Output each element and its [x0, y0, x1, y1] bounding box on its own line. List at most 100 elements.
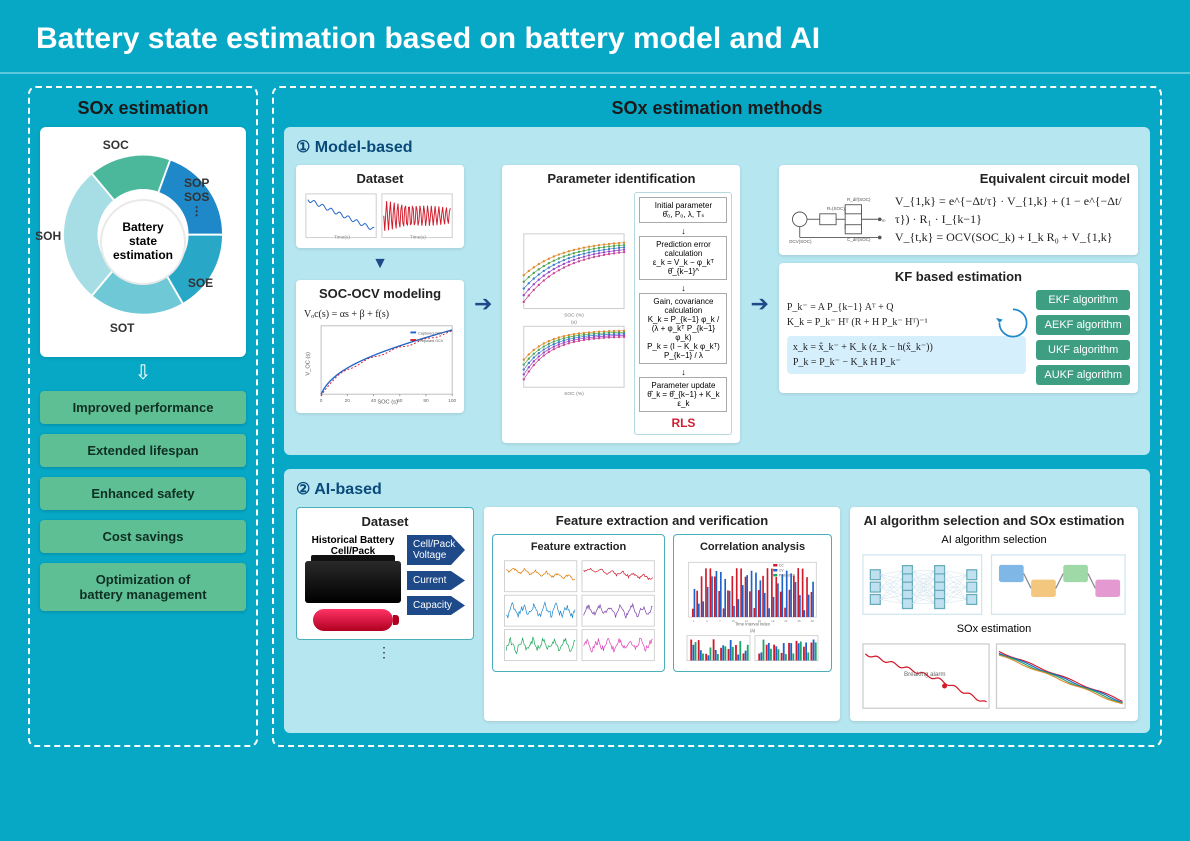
svg-text:25: 25 — [798, 619, 802, 623]
ai-alg-title: AI algorithm selection and SOx estimatio… — [858, 513, 1130, 528]
arrow-down-icon: ↓ — [639, 227, 727, 236]
svg-text:Vₜ: Vₜ — [881, 218, 886, 223]
svg-text:0: 0 — [320, 397, 323, 403]
ai-sel-title: AI algorithm selection — [858, 534, 1130, 546]
svg-text:28: 28 — [811, 619, 815, 623]
kf-title: KF based estimation — [787, 269, 1130, 284]
dataset-title: Dataset — [304, 171, 456, 186]
arrow-down-icon: ▼ — [296, 256, 464, 272]
donut-slice-label: SOH — [35, 229, 61, 243]
ecm-card: Equivalent circuit model — [779, 165, 1138, 255]
corr-mini-charts — [682, 634, 823, 664]
ai-based-title: ② AI-based — [296, 479, 1138, 499]
arrow-right-icon: ➔ — [750, 291, 768, 317]
dataset-card: Dataset Time(s) Time(s) — [296, 165, 464, 248]
svg-text:R_dif(SOC): R_dif(SOC) — [847, 197, 871, 202]
kf-alg-item: AUKF algorithm — [1036, 365, 1130, 385]
ai-based-panel: ② AI-based Dataset Historical Battery Ce… — [284, 469, 1150, 733]
soc-ocv-card: SOC-OCV modeling Vₒc(s) = αs + β + f(s) … — [296, 280, 464, 414]
kf-cycle-icon — [996, 306, 1030, 340]
sox-estimation-panel: SOx estimation Battery state estimation … — [28, 86, 258, 747]
fe-chart — [501, 559, 656, 662]
svg-text:OCV(SOC): OCV(SOC) — [789, 239, 812, 244]
svg-text:SOC (s): SOC (s) — [377, 399, 398, 405]
ecm-eq1: V_{1,k} = e^{−Δt/τ} · V_{1,k} + (1 − e^{… — [895, 192, 1130, 228]
model-based-panel: ① Model-based Dataset Time(s) Time(s) — [284, 127, 1150, 455]
param-id-card: Parameter identification SOC (%) (a) SOC… — [502, 165, 740, 443]
svg-text:(a): (a) — [571, 319, 577, 325]
svg-text:Probed CV: Probed CV — [779, 573, 796, 577]
donut-chart: Battery state estimation SOCSOP SOS ⋮SOE… — [50, 137, 236, 347]
page-title: Battery state estimation based on batter… — [0, 0, 1190, 72]
donut-slice-label: SOE — [188, 276, 213, 290]
svg-text:Breaking alarm: Breaking alarm — [904, 671, 946, 678]
benefit-item: Extended lifespan — [40, 434, 246, 467]
rls-step: Initial parameter θ̂₀, P₀, λ, Tₛ — [639, 197, 727, 223]
donut-center-label: Battery state estimation — [100, 199, 186, 285]
svg-text:CV: CV — [779, 568, 784, 572]
benefit-item: Enhanced safety — [40, 477, 246, 510]
ecm-title: Equivalent circuit model — [787, 171, 1130, 186]
ellipsis-icon: ⋮ — [296, 644, 474, 661]
svg-text:100: 100 — [448, 397, 456, 403]
svg-text:40: 40 — [371, 397, 377, 403]
arrow-down-icon: ⇩ — [40, 363, 246, 383]
svg-text:Proposed OCV: Proposed OCV — [418, 338, 444, 342]
soc-ocv-eq: Vₒc(s) = αs + β + f(s) — [304, 307, 456, 322]
battery-cell-icon — [313, 609, 393, 631]
methods-header: SOx estimation methods — [284, 98, 1150, 119]
feature-title: Feature extraction and verification — [492, 513, 832, 528]
rls-step: Prediction error calculation ε_k = V_k −… — [639, 236, 727, 280]
soc-ocv-title: SOC-OCV modeling — [304, 286, 456, 301]
corr-title: Correlation analysis — [682, 541, 823, 553]
kf-alg-item: UKF algorithm — [1036, 340, 1130, 360]
feed-arrow: Capacity — [407, 596, 465, 615]
svg-text:20: 20 — [345, 397, 351, 403]
kf-alg-item: EKF algorithm — [1036, 290, 1130, 310]
ai-dataset-sub: Historical Battery Cell/Pack — [305, 535, 401, 557]
svg-text:19: 19 — [771, 619, 775, 623]
benefit-item: Improved performance — [40, 391, 246, 424]
ecm-circuit: Rₛ(SOC) R_dif(SOC) C_dif(SOC) OCV(SOC) V… — [787, 192, 887, 247]
corr-chart: 14710131619222528CCCVProbed CV Time Inte… — [682, 559, 823, 634]
rls-step: Gain, covariance calculation K_k = P_{k−… — [639, 293, 727, 364]
donut-slice-label: SOP SOS ⋮ — [184, 176, 209, 218]
fe-title: Feature extraction — [501, 541, 656, 553]
param-id-title: Parameter identification — [510, 171, 732, 186]
kf-alg-item: AEKF algorithm — [1036, 315, 1130, 335]
kf-card: KF based estimation P_k⁻ = A P_{k−1} Aᵀ … — [779, 263, 1138, 393]
rls-step: Parameter update θ̂_k = θ̂_{k−1} + K_k ε… — [639, 377, 727, 412]
title-divider — [0, 72, 1190, 74]
param-id-chart: SOC (%) (a) SOC (%) (b) — [510, 192, 628, 435]
svg-text:Captured OCV: Captured OCV — [418, 331, 443, 335]
svg-text:V_OC (s): V_OC (s) — [306, 351, 312, 375]
svg-text:Time Interval Index: Time Interval Index — [735, 621, 771, 626]
donut-slice-label: SOT — [110, 321, 135, 335]
svg-text:SOC (%): SOC (%) — [565, 312, 585, 318]
kf-eq-pred: P_k⁻ = A P_{k−1} Aᵀ + Q K_k = P_k⁻ Hᵀ (R… — [787, 300, 1026, 330]
ecm-eq2: V_{t,k} = OCV(SOC_k) + I_k R₀ + V_{1,k} — [895, 228, 1130, 246]
svg-text:C_dif(SOC): C_dif(SOC) — [847, 237, 871, 242]
model-based-title: ① Model-based — [296, 137, 1138, 157]
svg-text:(a): (a) — [750, 628, 756, 633]
ai-alg-panel: AI algorithm selection and SOx estimatio… — [850, 507, 1138, 721]
svg-text:80: 80 — [423, 397, 429, 403]
svg-text:CC: CC — [779, 563, 784, 567]
svg-text:60: 60 — [397, 397, 403, 403]
arrow-right-icon: ➔ — [474, 291, 492, 317]
ai-est-chart: Breaking alarm — [858, 639, 1130, 713]
feed-arrow: Cell/Pack Voltage — [407, 535, 465, 565]
svg-text:Time(s): Time(s) — [334, 235, 350, 240]
arrow-down-icon: ↓ — [639, 284, 727, 293]
arrow-down-icon: ↓ — [639, 368, 727, 377]
sox-estimation-header: SOx estimation — [40, 98, 246, 119]
svg-text:7: 7 — [719, 619, 721, 623]
svg-text:1: 1 — [693, 619, 695, 623]
soc-ocv-chart: 0 20 40 60 80 100 SOC (s) V_OC (s) Captured O… — [304, 322, 456, 406]
benefit-item: Cost savings — [40, 520, 246, 553]
methods-panel: SOx estimation methods ① Model-based Dat… — [272, 86, 1162, 747]
feature-panel: Feature extraction and verification Feat… — [484, 507, 840, 721]
svg-text:4: 4 — [706, 619, 708, 623]
battery-pack-icon — [305, 561, 401, 603]
svg-text:22: 22 — [784, 619, 788, 623]
